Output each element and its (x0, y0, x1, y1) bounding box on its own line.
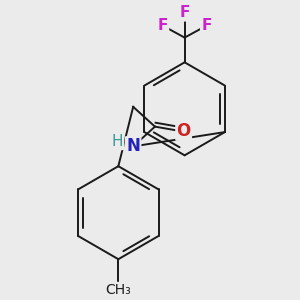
Text: H: H (112, 134, 123, 149)
Text: CH₃: CH₃ (106, 283, 131, 297)
Text: O: O (176, 122, 191, 140)
Text: F: F (201, 18, 212, 33)
Text: N: N (126, 137, 140, 155)
Text: F: F (158, 18, 168, 33)
Text: F: F (179, 5, 190, 20)
